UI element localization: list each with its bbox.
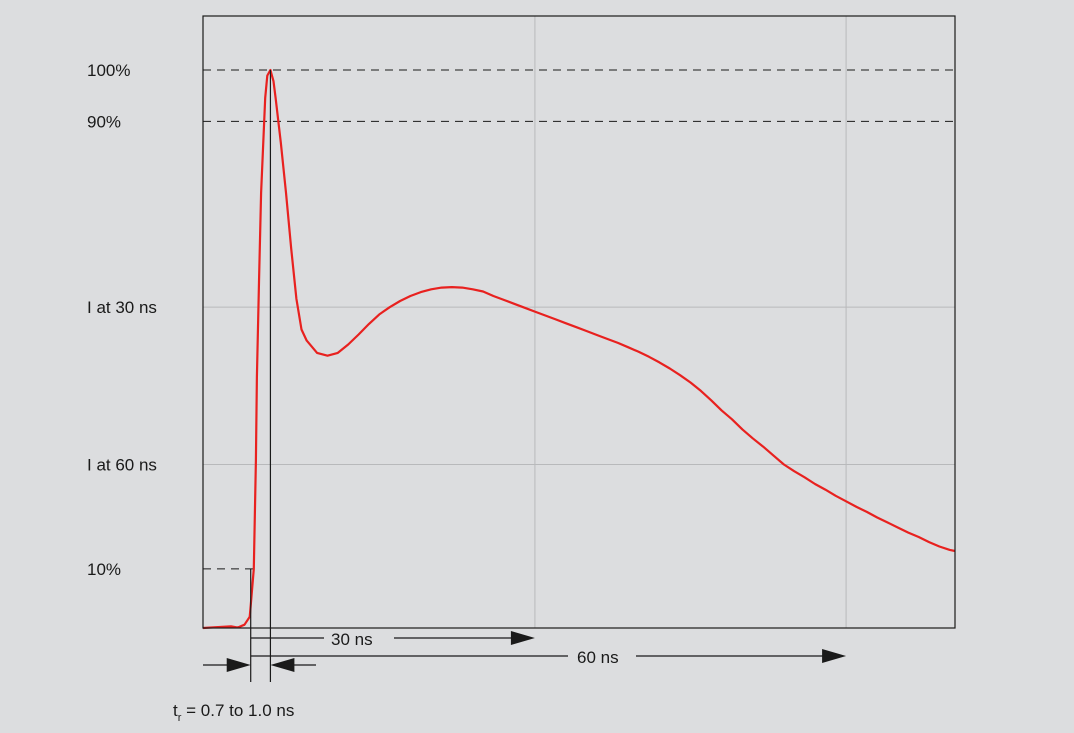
y-tick-label: 10% [87, 560, 121, 579]
arrow-60ns-head [822, 649, 847, 663]
plot-frame [202, 15, 956, 629]
rise-time-subscript: r [178, 712, 182, 724]
rise-arrow-left-head [226, 658, 251, 672]
reference-lines [203, 69, 955, 570]
rise-time-value: = 0.7 to 1.0 ns [181, 701, 294, 720]
y-tick-label: I at 30 ns [87, 298, 157, 317]
grid-layer [203, 16, 955, 628]
y-tick-labels: 100% 90% I at 30 ns I at 60 ns 10% [87, 61, 157, 579]
y-tick-label: I at 60 ns [87, 456, 157, 475]
axis-layer [202, 15, 956, 629]
curve-layer [202, 68, 956, 630]
annotations: 30 ns 60 ns tr = 0.7 to 1.0 ns [173, 70, 847, 724]
y-tick-label: 90% [87, 112, 121, 131]
waveform-curve [202, 68, 956, 630]
arrow-30ns-head [510, 631, 535, 645]
label-60ns: 60 ns [577, 648, 619, 667]
label-30ns: 30 ns [331, 630, 373, 649]
rise-time-t: t [173, 701, 178, 720]
y-tick-label: 100% [87, 61, 130, 80]
rise-time-label: tr = 0.7 to 1.0 ns [173, 701, 294, 724]
rise-arrow-right-head [270, 658, 295, 672]
